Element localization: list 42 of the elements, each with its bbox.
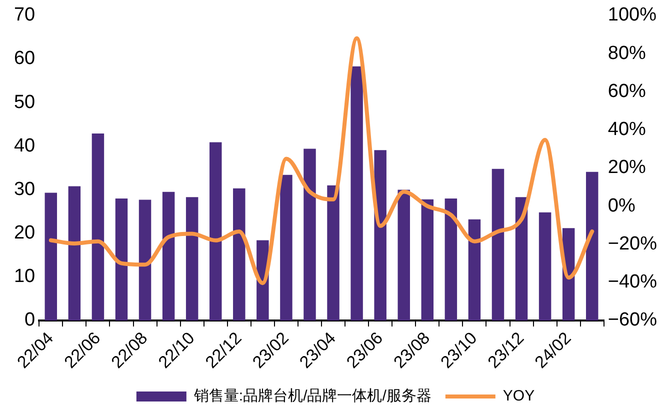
y2-tick-label: 0% <box>608 195 636 216</box>
y2-tick-label: 40% <box>608 119 646 140</box>
y2-tick-label: −60% <box>608 310 658 331</box>
line-series <box>48 36 594 286</box>
y-tick-label: 50 <box>14 92 36 113</box>
legend-label: YOY <box>502 388 535 405</box>
bar <box>515 197 528 320</box>
y2-tick-label: −20% <box>608 233 658 254</box>
bar <box>421 199 434 320</box>
y2-tick-label: 100% <box>608 4 657 26</box>
bar <box>210 142 222 320</box>
bar <box>398 190 410 320</box>
legend-label: 销售量:品牌台机/品牌一体机/服务器 <box>192 388 432 405</box>
y-tick-label: 40 <box>14 135 36 156</box>
y-tick-label: 60 <box>14 48 36 70</box>
bar <box>186 197 198 320</box>
bar <box>280 174 292 320</box>
bar <box>304 148 316 320</box>
bar <box>68 186 81 320</box>
bar <box>350 66 363 320</box>
bar <box>374 150 386 320</box>
y2-tick-label: 60% <box>608 80 646 102</box>
y2-tick-label: 80% <box>608 42 646 64</box>
y-tick-label: 0 <box>24 310 36 331</box>
y-tick-label: 30 <box>14 178 36 200</box>
y2-tick-label: 20% <box>608 157 646 178</box>
bar <box>586 172 598 320</box>
bar <box>468 219 481 320</box>
bar <box>162 192 175 320</box>
bar <box>92 134 104 320</box>
bar <box>138 200 152 320</box>
bar <box>44 192 58 320</box>
bar <box>115 198 128 320</box>
bar <box>444 198 458 320</box>
y-tick-label: 70 <box>14 4 36 26</box>
bar <box>233 188 246 320</box>
bar <box>327 185 340 320</box>
y-tick-label: 20 <box>14 222 36 244</box>
y-tick-label: 10 <box>14 266 36 288</box>
bar <box>492 168 504 320</box>
bar <box>538 212 552 320</box>
y2-tick-label: −40% <box>608 272 658 293</box>
